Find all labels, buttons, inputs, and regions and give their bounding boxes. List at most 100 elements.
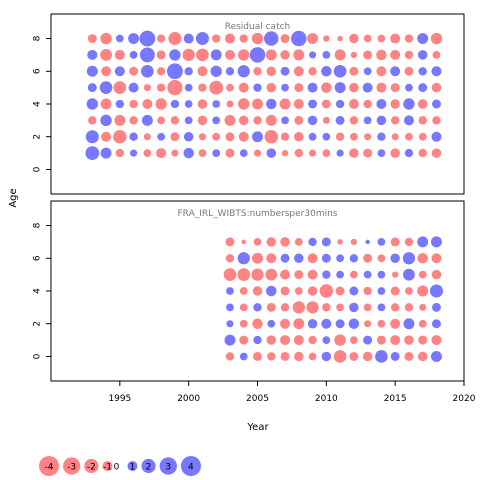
negative-residual-bubble [280,351,290,361]
negative-residual-bubble [306,301,319,314]
x-tick-label: 2000 [177,394,200,404]
positive-residual-bubble [253,303,262,312]
negative-residual-bubble [362,351,373,362]
negative-residual-bubble [364,133,372,141]
negative-residual-bubble [156,67,166,76]
positive-residual-bubble [390,253,400,264]
legend-bubble [141,458,156,474]
positive-residual-bubble [253,335,262,345]
negative-residual-bubble [252,98,263,110]
positive-residual-bubble [184,116,193,125]
y-axis-label: Age [8,188,19,207]
negative-residual-bubble [280,34,290,44]
negative-residual-bubble [418,148,427,158]
negative-residual-bubble [252,252,263,264]
y-tick-label: 0 [33,166,43,172]
negative-residual-bubble [87,34,97,44]
positive-residual-bubble [224,334,236,346]
negative-residual-bubble [418,116,427,125]
negative-residual-bubble [404,303,414,312]
negative-residual-bubble [294,238,303,246]
positive-residual-bubble [309,51,317,59]
positive-residual-bubble [184,67,193,76]
negative-residual-bubble [294,131,304,142]
positive-residual-bubble [130,149,138,157]
negative-residual-bubble [239,303,248,312]
negative-residual-bubble [363,303,372,312]
negative-residual-bubble [363,34,372,43]
negative-residual-bubble [322,149,331,157]
positive-residual-bubble [403,115,414,126]
positive-residual-bubble [363,270,372,279]
negative-residual-bubble [349,270,358,279]
negative-residual-bubble [431,148,442,158]
x-tick-label: 1995 [108,394,131,404]
negative-residual-bubble [404,66,414,76]
negative-residual-bubble [350,51,358,59]
negative-residual-bubble [209,80,224,95]
negative-residual-bubble [348,99,359,109]
negative-residual-bubble [115,148,125,158]
positive-residual-bubble [377,270,386,279]
positive-residual-bubble [195,32,209,46]
negative-residual-bubble [129,99,138,109]
negative-residual-bubble [239,335,249,345]
y-tick-label: 4 [33,101,43,107]
negative-residual-bubble [363,148,373,158]
negative-residual-bubble [88,116,97,125]
negative-residual-bubble [321,82,332,93]
positive-residual-bubble [308,99,318,109]
positive-residual-bubble [377,287,386,295]
positive-residual-bubble [226,320,234,328]
negative-residual-bubble [404,237,414,247]
positive-residual-bubble [129,132,138,141]
negative-residual-bubble [392,271,399,278]
positive-residual-bubble [212,100,221,108]
negative-residual-bubble [113,130,127,144]
negative-residual-bubble [404,351,414,361]
y-tick-label: 6 [33,68,43,74]
negative-residual-bubble [100,98,112,110]
positive-residual-bubble [239,352,248,361]
negative-residual-bubble [307,253,318,264]
panel-bubbles [223,236,443,363]
negative-residual-bubble [430,32,443,45]
positive-residual-bubble [114,66,125,77]
negative-residual-bubble [404,335,414,345]
legend-label: 2 [146,463,152,473]
positive-residual-bubble [333,64,347,78]
positive-residual-bubble [100,147,112,159]
positive-residual-bubble [212,116,221,125]
positive-residual-bubble [349,254,359,263]
panel-title: FRA_IRL_WIBTS:numbersper30mins [178,209,338,219]
positive-residual-bubble [365,239,370,245]
panel-bubbles [85,30,443,160]
negative-residual-bubble [223,268,237,281]
positive-residual-bubble [239,149,248,157]
positive-residual-bubble [141,64,154,78]
x-axis: 1995 2000 2005 2010 2015 2020 [108,381,476,404]
positive-residual-bubble [404,148,414,158]
y-tick-label: 8 [33,222,43,228]
positive-residual-bubble [349,286,359,296]
legend-label: -1 [103,463,112,473]
negative-residual-bubble [349,336,358,344]
legend-label: 1 [130,463,136,473]
negative-residual-bubble [363,99,372,109]
positive-residual-bubble [321,351,332,362]
negative-residual-bubble [390,148,400,158]
positive-residual-bubble [376,99,387,109]
negative-residual-bubble [337,35,343,42]
negative-residual-bubble [431,253,442,264]
negative-residual-bubble [129,116,138,125]
legend-label: 3 [165,463,171,473]
negative-residual-bubble [280,269,291,280]
negative-residual-bubble [390,303,400,312]
negative-residual-bubble [363,253,373,263]
negative-residual-bubble [198,83,207,92]
negative-residual-bubble [224,114,236,126]
positive-residual-bubble [183,147,194,159]
negative-residual-bubble [252,318,263,329]
negative-residual-bubble [168,32,182,46]
negative-residual-bubble [143,133,151,141]
